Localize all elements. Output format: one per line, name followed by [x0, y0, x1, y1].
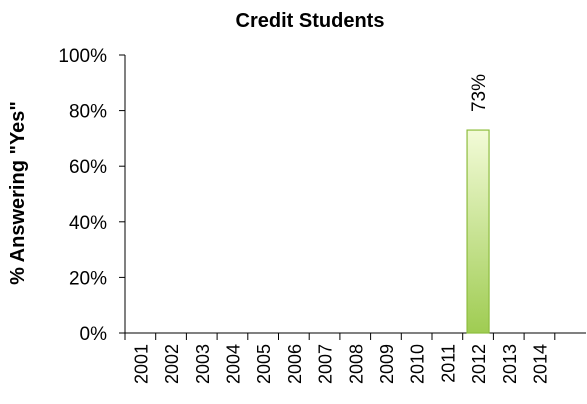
x-tick-label: 2009	[377, 344, 397, 384]
x-tick-label: 2007	[316, 344, 336, 384]
y-tick-label: 60%	[69, 157, 107, 178]
x-tick-label: 2014	[530, 344, 550, 384]
y-tick-label: 100%	[58, 46, 107, 67]
x-tick-label: 2001	[131, 344, 151, 384]
x-tick-label: 2002	[162, 344, 182, 384]
data-label: 73%	[469, 74, 490, 112]
x-tick-label: 2012	[469, 344, 489, 384]
chart-title: Credit Students	[236, 10, 385, 32]
plot-area: 0% 20% 40% 60% 80% 100% 2001 2002 2003 2004 2005 20…	[58, 46, 586, 384]
bar	[466, 129, 490, 334]
y-tick-label: 20%	[69, 268, 107, 289]
x-tick-label: 2008	[346, 344, 366, 384]
x-tick-label: 2004	[223, 344, 243, 384]
x-tick-label: 2010	[408, 344, 428, 384]
x-tick-label: 2006	[285, 344, 305, 384]
x-tick-label: 2013	[500, 344, 520, 384]
y-axis-label: % Answering "Yes"	[7, 101, 29, 285]
x-tick-label: 2011	[438, 344, 458, 383]
x-tick-label: 2005	[254, 344, 274, 384]
y-tick-label: 0%	[80, 324, 108, 345]
y-tick-label: 40%	[69, 213, 107, 234]
y-tick-label: 80%	[69, 102, 107, 123]
x-tick-label: 2003	[193, 344, 213, 384]
